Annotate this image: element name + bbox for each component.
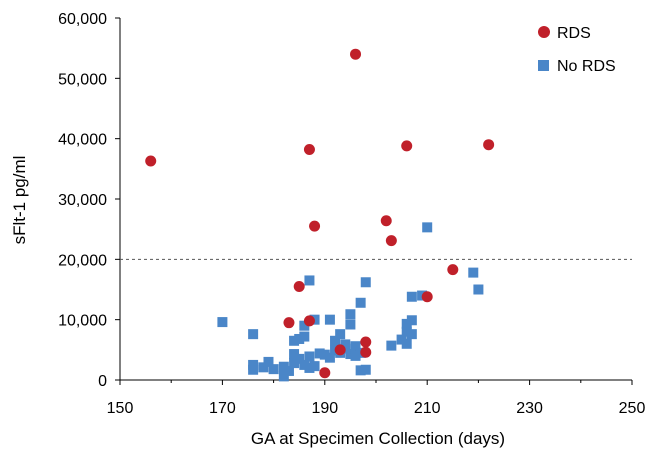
no-rds-point (304, 362, 315, 373)
no-rds-point (217, 317, 228, 328)
rds-point (380, 215, 392, 227)
rds-point (293, 280, 305, 292)
rds-point (447, 264, 459, 276)
legend-no-rds-marker (538, 60, 549, 71)
no-rds-point (294, 333, 305, 344)
x-axis-title: GA at Specimen Collection (days) (251, 429, 505, 448)
y-tick-label: 30,000 (58, 192, 107, 209)
y-tick-label: 40,000 (58, 132, 107, 149)
y-tick-label: 60,000 (58, 11, 107, 28)
rds-point (421, 291, 433, 303)
no-rds-point (283, 365, 294, 376)
no-rds-point (355, 297, 366, 308)
no-rds-point (355, 365, 366, 376)
no-rds-point (289, 335, 300, 346)
x-tick-label: 150 (107, 400, 134, 417)
rds-point (309, 220, 321, 232)
no-rds-point (324, 314, 335, 325)
no-rds-point (248, 364, 259, 375)
y-ticks: 0 10,000 20,000 30,000 40,000 50,000 60,000 (58, 11, 120, 390)
x-tick-label: 250 (619, 400, 646, 417)
rds-point (145, 155, 157, 167)
no-rds-point (345, 309, 356, 320)
no-rds-point (473, 284, 484, 295)
legend-rds-marker (538, 26, 550, 38)
x-ticks: 150 170 190 210 230 250 (107, 380, 646, 417)
no-rds-point (335, 329, 346, 340)
no-rds-point (289, 349, 300, 360)
no-rds-point (360, 277, 371, 288)
no-rds-point (422, 222, 433, 233)
legend-no-rds-label: No RDS (557, 58, 616, 75)
rds-point (350, 48, 362, 60)
no-rds-point (263, 356, 274, 367)
no-rds-point (278, 361, 289, 372)
no-rds-point (304, 351, 315, 362)
x-tick-label: 190 (311, 400, 338, 417)
x-tick-label: 230 (516, 400, 543, 417)
data-points (145, 48, 495, 382)
y-tick-label: 20,000 (58, 252, 107, 269)
no-rds-point (406, 329, 417, 340)
no-rds-point (278, 371, 289, 382)
no-rds-point (304, 275, 315, 286)
no-rds-point (294, 353, 305, 364)
x-tick-label: 170 (209, 400, 236, 417)
rds-point (483, 139, 495, 151)
rds-point (303, 315, 315, 327)
no-rds-point (299, 331, 310, 342)
no-rds-point (406, 315, 417, 326)
rds-point (319, 367, 331, 379)
no-rds-point (360, 364, 371, 375)
rds-point (283, 317, 295, 329)
y-axis-title: sFlt-1 pg/ml (10, 156, 29, 245)
no-rds-point (299, 320, 310, 331)
no-rds-point (350, 341, 361, 352)
no-rds-point (350, 350, 361, 361)
no-rds-point (319, 349, 330, 360)
rds-point (360, 346, 372, 358)
no-rds-point (289, 358, 300, 369)
no-rds-point (330, 335, 341, 346)
x-tick-label: 210 (414, 400, 441, 417)
y-tick-label: 0 (98, 373, 107, 390)
axes (119, 18, 632, 381)
no-rds-point (386, 340, 397, 351)
no-rds-point (309, 361, 320, 372)
no-rds-point (345, 319, 356, 330)
no-rds-point (258, 362, 269, 373)
no-rds-point (268, 364, 279, 375)
no-rds-point (401, 318, 412, 329)
legend-rds-label: RDS (557, 25, 591, 42)
no-rds-point (406, 291, 417, 302)
y-tick-label: 10,000 (58, 313, 107, 330)
no-rds-point (299, 359, 310, 370)
no-rds-point (401, 326, 412, 337)
rds-point (303, 144, 315, 156)
no-rds-point (324, 352, 335, 363)
no-rds-point (345, 349, 356, 360)
no-rds-point (396, 334, 407, 345)
no-rds-point (468, 267, 479, 278)
y-tick-label: 50,000 (58, 71, 107, 88)
no-rds-point (314, 348, 325, 359)
rds-point (334, 344, 346, 356)
no-rds-point (248, 329, 259, 340)
rds-point (385, 235, 397, 247)
legend: RDS No RDS (538, 25, 616, 75)
rds-point (360, 336, 372, 348)
no-rds-point (401, 338, 412, 349)
rds-point (401, 140, 413, 152)
